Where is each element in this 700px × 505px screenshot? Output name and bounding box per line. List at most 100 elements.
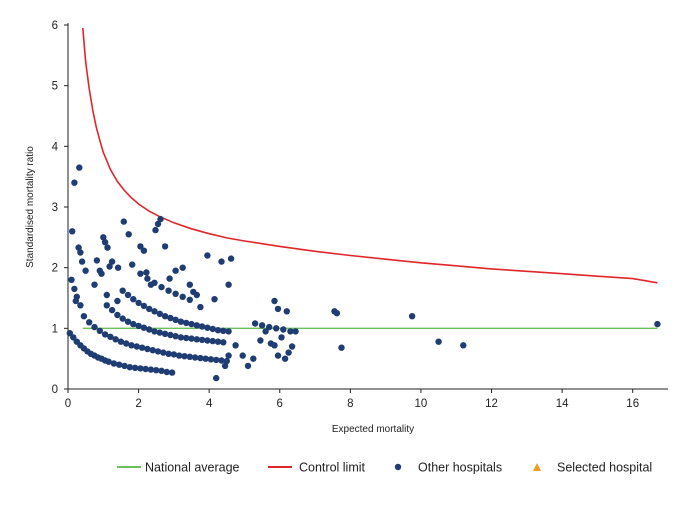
hospital-point	[281, 355, 289, 362]
hospital-point	[179, 264, 186, 271]
hospital-point	[193, 336, 200, 343]
legend-swatch-selected-hospital	[533, 463, 541, 471]
hospital-point	[654, 320, 661, 328]
hospital-point	[143, 269, 150, 276]
hospital-point	[71, 179, 78, 186]
hospital-point	[167, 314, 174, 322]
other-hospitals-points	[66, 164, 661, 382]
hospital-point	[108, 306, 116, 314]
hospital-point	[142, 365, 149, 373]
hospital-point	[138, 344, 146, 351]
hospital-point	[156, 329, 163, 336]
hospital-point	[91, 323, 98, 331]
hospital-point	[77, 302, 84, 309]
y-axis-title: Standardised mortality ratio	[25, 146, 36, 268]
hospital-point	[137, 365, 144, 372]
hospital-point	[70, 334, 77, 341]
hospital-point	[152, 226, 159, 234]
hospital-point	[225, 281, 232, 288]
hospital-point	[186, 296, 193, 303]
legend-swatch-other-hospitals	[394, 463, 402, 471]
hospital-point	[153, 367, 160, 374]
hospital-point	[177, 318, 185, 325]
hospital-point	[209, 325, 216, 333]
hospital-point	[271, 342, 278, 349]
hospital-point	[107, 333, 114, 340]
hospital-point	[101, 331, 109, 338]
hospital-point	[218, 258, 225, 265]
hospital-point	[72, 297, 80, 305]
hospital-point	[435, 338, 442, 345]
hospital-point	[117, 338, 125, 345]
hospital-point	[251, 320, 259, 327]
hospital-point	[93, 257, 101, 264]
hospital-point	[119, 315, 126, 322]
hospital-point	[202, 355, 209, 362]
x-tick-label: 16	[626, 398, 639, 410]
hospital-point	[103, 291, 111, 299]
hospital-point	[186, 281, 193, 288]
hospital-point	[86, 319, 93, 326]
hospital-point	[144, 275, 151, 282]
hospital-point	[168, 369, 176, 376]
y-tick-label: 4	[52, 141, 59, 153]
x-tick-label: 0	[65, 398, 71, 410]
hospital-point	[188, 335, 195, 342]
hospital-point	[100, 234, 107, 241]
hospital-point	[124, 318, 132, 325]
y-tick-label: 1	[52, 323, 58, 335]
hospital-point	[167, 331, 174, 339]
hospital-point	[161, 243, 169, 250]
hospital-point	[128, 342, 135, 349]
hospital-point	[227, 255, 235, 262]
y-tick-label: 3	[52, 202, 58, 214]
hospital-point	[163, 368, 170, 376]
hospital-point	[98, 270, 105, 277]
x-tick-label: 12	[485, 398, 498, 410]
hospital-point	[154, 348, 162, 355]
hospital-point	[221, 362, 229, 370]
hospital-point	[280, 326, 287, 333]
hospital-point	[108, 258, 116, 265]
hospital-point	[172, 267, 179, 274]
hospital-point	[274, 352, 282, 359]
y-tick-label: 0	[52, 384, 58, 396]
hospital-point	[181, 353, 188, 360]
hospital-point	[223, 357, 230, 365]
hospital-point	[197, 354, 204, 362]
hospital-point	[225, 352, 232, 359]
hospital-point	[91, 281, 98, 288]
x-tick-label: 10	[415, 398, 428, 410]
hospital-point	[96, 327, 104, 334]
hospital-point	[183, 334, 190, 342]
hospital-point	[232, 342, 239, 349]
hospital-point	[188, 320, 195, 328]
hospital-point	[266, 323, 273, 331]
hospital-point	[166, 275, 173, 282]
hospital-point	[262, 328, 269, 335]
hospital-point	[137, 270, 144, 277]
hospital-point	[140, 302, 148, 310]
hospital-point	[114, 297, 121, 305]
legend-label-national-average: National average	[145, 461, 240, 475]
x-axis-title: Expected mortality	[332, 424, 414, 435]
hospital-point	[104, 244, 111, 251]
hospital-point	[160, 349, 167, 356]
hospital-point	[137, 243, 144, 250]
hospital-point	[198, 336, 206, 344]
hospital-point	[69, 228, 76, 235]
hospital-point	[285, 349, 292, 356]
hospital-point	[135, 322, 142, 330]
hospital-point	[271, 297, 278, 305]
hospital-point	[273, 325, 280, 332]
hospital-point	[183, 319, 190, 327]
hospital-point	[179, 293, 186, 300]
hospital-point	[218, 357, 225, 364]
legend: National average Control limit Other hospi…	[117, 461, 652, 475]
hospital-point	[130, 296, 137, 303]
hospital-point	[140, 247, 148, 254]
hospital-point	[82, 267, 89, 274]
hospital-point	[151, 279, 158, 286]
